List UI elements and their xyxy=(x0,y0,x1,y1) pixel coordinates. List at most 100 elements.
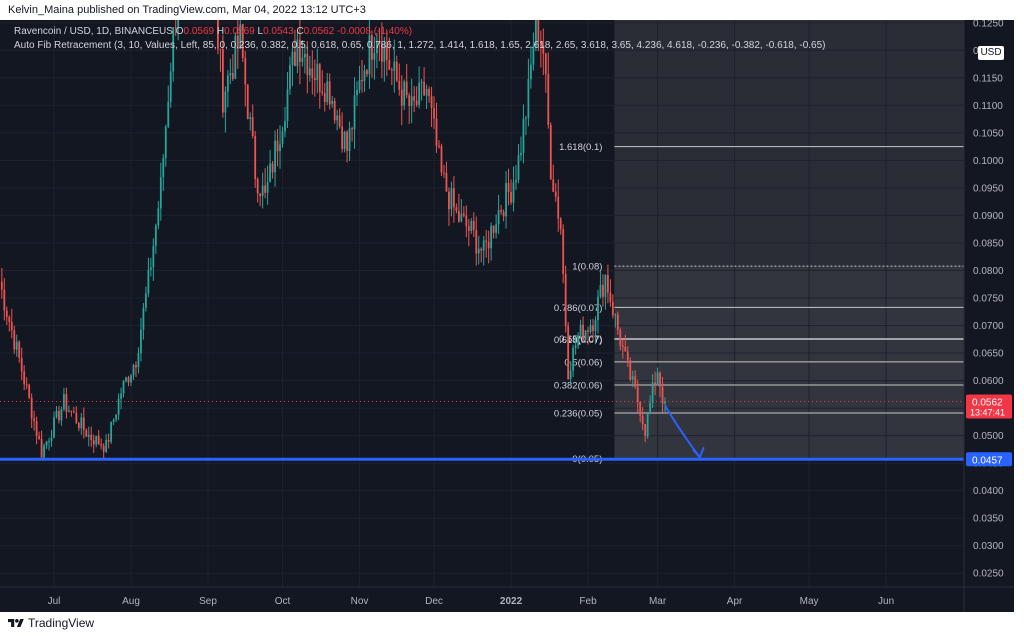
candle-body xyxy=(594,320,597,331)
candle-body xyxy=(244,57,247,85)
candle-body xyxy=(217,20,219,49)
candle-body xyxy=(323,93,326,103)
candle-body xyxy=(58,410,60,421)
candle-body xyxy=(132,365,135,376)
candle-body xyxy=(38,435,40,440)
candle-body xyxy=(303,53,306,58)
candle-body xyxy=(316,63,319,81)
candle-body xyxy=(604,275,607,297)
x-tick-label: Apr xyxy=(727,596,743,607)
candle-body xyxy=(415,100,418,106)
y-tick-label: 0.1050 xyxy=(973,128,1004,139)
legend-symbol-row: Ravencoin / USD, 1D, BINANCEUS O0.0569 H… xyxy=(14,26,412,37)
candle-body xyxy=(234,35,237,79)
candle-body xyxy=(284,120,286,132)
candle-body xyxy=(490,225,493,249)
candle-body xyxy=(477,248,480,254)
fib-zone-lower xyxy=(614,266,964,459)
candle-body xyxy=(502,211,505,217)
candle-body xyxy=(450,188,453,210)
candle-body xyxy=(3,289,6,311)
candle-body xyxy=(299,39,301,62)
ohlc-low: 0.0543 xyxy=(263,26,294,37)
candle-body xyxy=(512,182,515,203)
y-tick-label: 0.0400 xyxy=(973,486,1004,497)
candle-body xyxy=(75,412,78,423)
candle-body xyxy=(527,79,530,118)
candle-body xyxy=(616,314,619,331)
candle-body xyxy=(85,429,88,437)
y-tick-label: 0.1000 xyxy=(973,156,1004,167)
candle-body xyxy=(520,152,522,156)
candle-body xyxy=(363,70,366,82)
candle-body xyxy=(0,281,3,290)
candle-body xyxy=(127,377,130,383)
candle-body xyxy=(517,155,520,180)
candle-body xyxy=(105,439,108,452)
candle-body xyxy=(507,182,510,193)
candle-body xyxy=(120,393,122,399)
candle-body xyxy=(482,240,485,251)
candle-body xyxy=(276,140,279,152)
countdown-label: 13:47:41 xyxy=(970,407,1005,417)
candle-body xyxy=(549,124,552,180)
candle-body xyxy=(130,375,132,383)
candle-body xyxy=(50,437,53,441)
price-axis[interactable]: 0.12500.12000.11500.11000.10500.10000.09… xyxy=(973,20,1004,580)
candle-body xyxy=(87,434,90,437)
candle-body xyxy=(23,371,26,385)
candle-body xyxy=(393,61,396,71)
price-chart[interactable]: 1.618(0.1) 1(0.08) 0.786(0.07) 0.65(0.07) 0.… xyxy=(0,20,1014,612)
candle-body xyxy=(418,82,421,106)
candle-body xyxy=(343,131,346,150)
currency-badge[interactable]: USD xyxy=(978,46,1004,60)
candle-body xyxy=(279,144,281,152)
candle-body xyxy=(137,353,140,368)
y-tick-label: 0.0500 xyxy=(973,431,1004,442)
candle-body xyxy=(266,182,269,193)
y-tick-label: 0.0850 xyxy=(973,238,1004,249)
candle-body xyxy=(433,107,435,119)
candle-body xyxy=(70,410,73,412)
candle-body xyxy=(609,292,612,302)
fib-level-label: 1(0.08) xyxy=(572,262,602,273)
x-tick-label: Feb xyxy=(579,596,597,607)
candle-body xyxy=(515,179,517,183)
candle-body xyxy=(485,240,488,242)
candle-body xyxy=(495,224,498,233)
symbol-line: Ravencoin / USD, 1D, BINANCEUS xyxy=(14,26,173,37)
candle-body xyxy=(177,20,180,29)
y-tick-label: 0.1100 xyxy=(973,101,1003,112)
candle-body xyxy=(229,72,232,76)
candle-body xyxy=(95,435,98,445)
fib-zone-group xyxy=(614,20,964,459)
candle-body xyxy=(147,269,150,294)
candle-body xyxy=(366,70,368,75)
candle-body xyxy=(261,185,264,197)
candle-body xyxy=(492,225,495,233)
time-axis[interactable]: Jul Aug Sep Oct Nov Dec 2022 Feb Mar Apr May Jun xyxy=(48,596,895,607)
candle-body xyxy=(599,284,602,297)
candle-body xyxy=(611,301,614,316)
candle-body xyxy=(510,192,512,203)
legend-indicator-row[interactable]: Auto Fib Retracement (3, 10, Values, Lef… xyxy=(14,40,826,51)
y-tick-label: 0.1150 xyxy=(973,73,1003,84)
candle-body xyxy=(348,128,351,152)
candle-body xyxy=(385,46,388,60)
chart-panel[interactable]: 1.618(0.1) 1(0.08) 0.786(0.07) 0.65(0.07) 0.… xyxy=(0,20,1014,612)
candle-body xyxy=(636,386,639,403)
candle-body xyxy=(539,41,542,46)
candle-body xyxy=(122,381,125,394)
candle-body xyxy=(373,53,376,60)
candle-body xyxy=(371,35,373,60)
candle-body xyxy=(159,177,162,209)
candle-body xyxy=(239,24,242,49)
candle-body xyxy=(356,90,358,96)
candle-body xyxy=(552,179,555,192)
candle-body xyxy=(664,401,666,404)
candle-body xyxy=(569,370,572,380)
indicator-line[interactable]: Auto Fib Retracement (3, 10, Values, Lef… xyxy=(14,40,826,51)
candle-body xyxy=(361,79,363,82)
candle-body xyxy=(443,172,445,174)
candle-body xyxy=(110,421,113,442)
